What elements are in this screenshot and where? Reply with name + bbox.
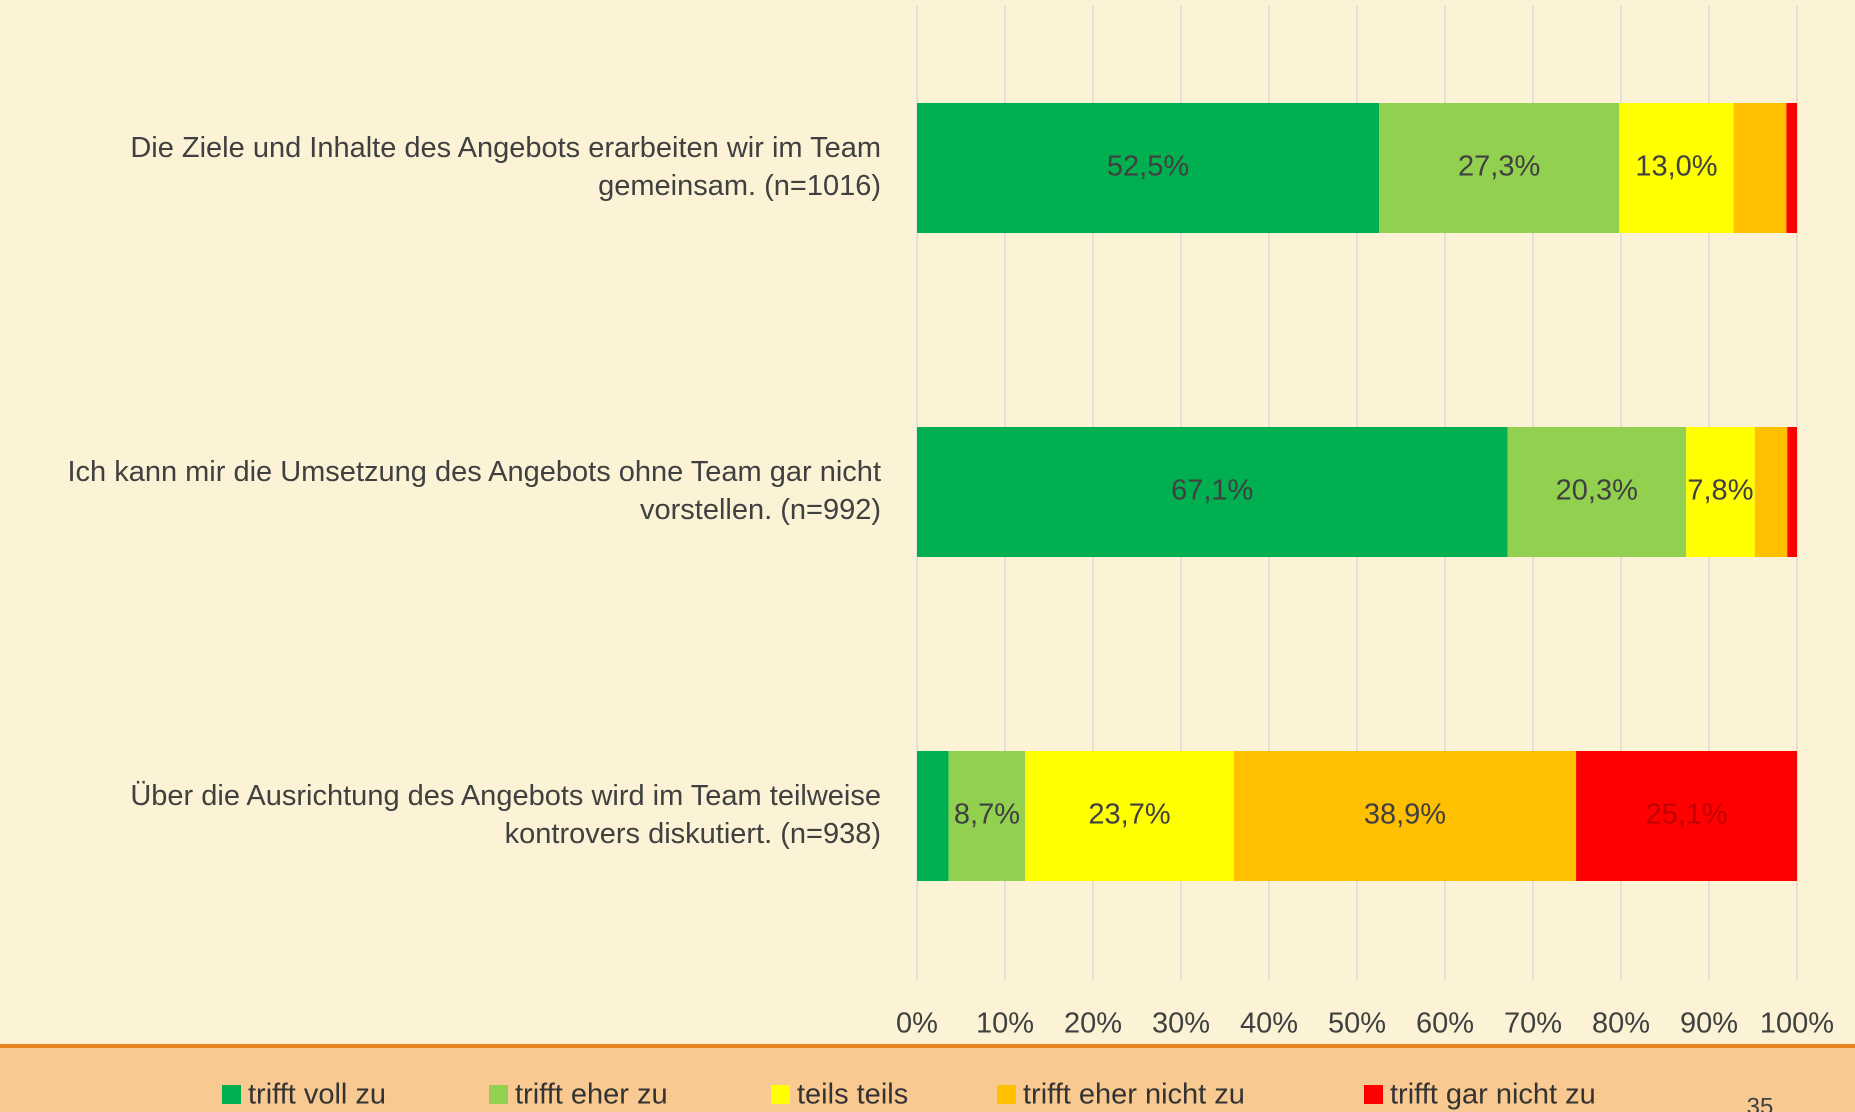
x-tick-label: 70% <box>1504 1008 1562 1040</box>
x-tick-label: 20% <box>1064 1008 1122 1040</box>
bar-segment <box>1786 103 1797 233</box>
legend-label: trifft eher nicht zu <box>1023 1079 1245 1111</box>
bar-segment <box>1233 751 1577 881</box>
legend-label: trifft gar nicht zu <box>1390 1079 1596 1111</box>
bar-segment <box>1787 427 1797 557</box>
x-tick-label: 50% <box>1328 1008 1386 1040</box>
bar-segment <box>917 427 1508 557</box>
legend-swatch <box>1364 1085 1383 1104</box>
data-label: 23,7% <box>1088 799 1170 831</box>
data-label: 25,1% <box>1645 799 1727 831</box>
data-label: 7,8% <box>1687 475 1753 507</box>
x-tick-label: 60% <box>1416 1008 1474 1040</box>
category-label: Die Ziele und Inhalte des Angebots erarb… <box>130 132 881 202</box>
legend-label: teils teils <box>797 1079 908 1111</box>
x-tick-label: 80% <box>1592 1008 1650 1040</box>
bar-segment <box>1619 103 1734 233</box>
data-label: 27,3% <box>1458 151 1540 183</box>
data-label: 8,7% <box>954 799 1020 831</box>
bar-segment <box>1576 751 1797 881</box>
data-label: 52,5% <box>1107 151 1189 183</box>
x-tick-label: 30% <box>1152 1008 1210 1040</box>
bar-segment <box>1507 427 1687 557</box>
data-label: 13,0% <box>1635 151 1717 183</box>
data-label: 38,9% <box>1364 799 1446 831</box>
legend-band <box>0 1047 1855 1112</box>
x-tick-label: 100% <box>1760 1008 1834 1040</box>
legend-swatch <box>489 1085 508 1104</box>
bar-segment <box>917 103 1379 233</box>
data-label: 20,3% <box>1556 475 1638 507</box>
bar-segment <box>948 751 1026 881</box>
bar-segment <box>1733 103 1787 233</box>
bar-segment <box>1754 427 1788 557</box>
bar-segment <box>1686 427 1755 557</box>
x-tick-label: 40% <box>1240 1008 1298 1040</box>
x-tick-label: 10% <box>976 1008 1034 1040</box>
legend-swatch <box>997 1085 1016 1104</box>
x-tick-label: 90% <box>1680 1008 1738 1040</box>
bar-segment <box>1379 103 1620 233</box>
x-tick-label: 0% <box>896 1008 938 1040</box>
page-number: 35 <box>1747 1093 1774 1112</box>
legend-label: trifft voll zu <box>248 1079 386 1111</box>
category-label: Ich kann mir die Umsetzung des Angebots … <box>67 456 881 526</box>
bar-segment <box>917 751 949 881</box>
legend-swatch <box>222 1085 241 1104</box>
legend-label: trifft eher zu <box>515 1079 668 1111</box>
bar-segment <box>1025 751 1234 881</box>
category-label: Über die Ausrichtung des Angebots wird i… <box>130 780 881 850</box>
legend-swatch <box>771 1085 790 1104</box>
data-label: 67,1% <box>1171 475 1253 507</box>
